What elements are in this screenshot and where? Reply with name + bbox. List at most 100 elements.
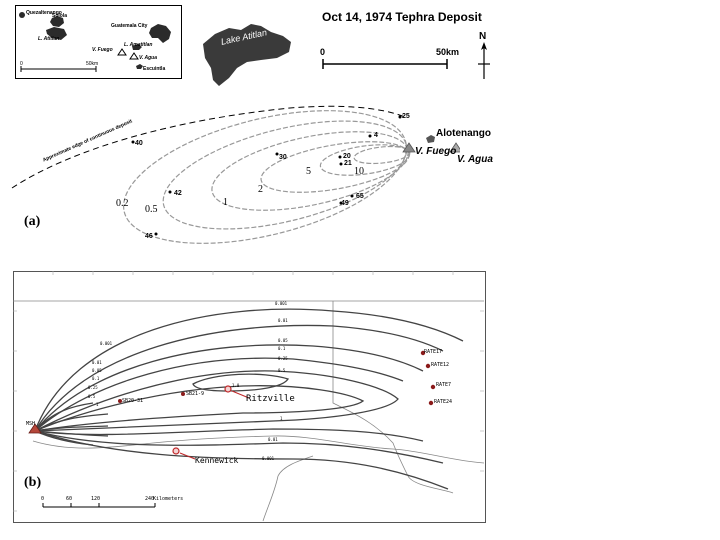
contour-label-8: 0.001 <box>275 301 288 306</box>
sample-point-21 <box>339 162 343 166</box>
contour-upper-4 <box>34 357 404 432</box>
ritzville-arrow <box>231 390 250 399</box>
sample-point-25 <box>398 115 402 119</box>
scale-bar <box>322 59 448 69</box>
station-label-rate17: RATE17 <box>424 349 443 355</box>
sample-point-46 <box>154 232 158 236</box>
escuintla-shape <box>136 64 143 69</box>
station-label-rate7: RATE7 <box>436 382 452 388</box>
scale-tick-240: 240 <box>145 496 155 502</box>
inset-label-amatitlan: L. Amatitlan <box>124 42 153 48</box>
contour-label-11: 0.1 <box>278 346 286 351</box>
isopach-0.2 <box>123 110 407 244</box>
agua-label: V. Agua <box>457 154 493 165</box>
contour-label-10: 0.05 <box>278 338 288 343</box>
isopach-2 <box>260 141 410 193</box>
sample-label-20: 20 <box>343 153 351 160</box>
contour-label-7: 1 <box>96 402 99 407</box>
quezaltenango-marker <box>19 12 25 18</box>
inset-agua-triangle <box>129 52 139 60</box>
scale-50km-label: 50km <box>436 47 460 57</box>
north-label: N <box>479 31 487 42</box>
panel-b-frame <box>13 271 486 523</box>
kennewick-label: Kennewick <box>195 456 239 465</box>
lake-atitlan-shape <box>203 24 291 86</box>
inset-fuego-triangle <box>117 48 127 56</box>
inset-label-quezaltenango: Quezaltenango <box>26 10 62 16</box>
contour-label-14: 1 <box>280 416 283 421</box>
kennewick-arrow <box>179 452 196 460</box>
sample-label-40: 40 <box>135 140 143 147</box>
sample-label-25: 25 <box>402 113 410 120</box>
inset-label-escuintla: Escuintla <box>143 66 166 72</box>
station-dot-rate24 <box>428 400 434 406</box>
contour-label-9: 0.01 <box>278 318 288 323</box>
contour-label-5: 0.25 <box>88 385 98 390</box>
contour-label-2: 0.01 <box>92 360 102 365</box>
contour-label-4: 0.1 <box>92 376 100 381</box>
sample-dot-sb21-9 <box>181 392 185 396</box>
inset-map-svg <box>19 12 171 72</box>
inset-label-guatemala-city: Guatemala City <box>111 23 148 29</box>
fuego-label: V. Fuego <box>415 146 457 157</box>
contour-lower-2 <box>34 430 444 464</box>
scale-zero-label: 0 <box>320 47 326 57</box>
alotenango-marker <box>426 135 435 143</box>
contour-label-1: 0.001 <box>100 341 113 346</box>
isopach-map <box>11 105 460 244</box>
contour-lower-3 <box>34 430 449 490</box>
inset-label-agua: V. Agua <box>139 55 157 61</box>
scale-unit-label: Kilometers <box>153 496 184 502</box>
contour-label-16: 0.01 <box>268 437 278 442</box>
sample-point-49 <box>339 201 343 205</box>
sample-label-sb21-9: SB21-9 <box>186 391 205 397</box>
solola-lake-shape <box>50 16 64 27</box>
sample-point-40 <box>131 140 135 144</box>
isopach-label-0.5: 0.5 <box>145 204 158 215</box>
contour-label-6: 0.5 <box>88 394 96 399</box>
continuous-deposit-edge <box>11 105 406 189</box>
contour-ring-1 <box>34 370 399 432</box>
isopach-label-0.2: 0.2 <box>116 198 129 209</box>
guatemala-city-shape <box>149 24 171 43</box>
sample-point-4 <box>368 134 372 138</box>
kennewick-marker <box>172 447 180 455</box>
contour-upper-3 <box>34 344 424 432</box>
station-dot-rate12 <box>425 363 431 369</box>
lake-atitlan-map <box>203 24 291 86</box>
scale-tick-120: 120 <box>91 496 101 502</box>
sample-label-sb20-31: SB20-31 <box>122 398 144 404</box>
isopach-0.5 <box>162 120 408 230</box>
isopach-label-10: 10 <box>354 166 364 177</box>
contour-ring-inner <box>192 373 289 392</box>
isopach-label-5: 5 <box>306 166 311 177</box>
contour-lower-1 <box>34 428 424 442</box>
state-border-south <box>262 455 314 522</box>
sample-dot-sb20-31 <box>118 399 122 403</box>
station-dot-rate17 <box>420 350 426 356</box>
panel-b-label: (b) <box>24 475 42 490</box>
inset-map: Quezaltenango Solola L. Atitlan Guatemal… <box>15 5 182 79</box>
isopach-label-2: 2 <box>258 184 263 195</box>
sample-point-20 <box>338 155 342 159</box>
fuego-volcano-icon <box>402 142 416 153</box>
contour-label-ring: 1.0 <box>232 383 240 388</box>
panel-a-label: (a) <box>24 214 41 229</box>
sample-point-30 <box>275 152 279 156</box>
ritzville-marker <box>224 385 232 393</box>
contour-ring-2 <box>34 385 365 432</box>
figure-title: Oct 14, 1974 Tephra Deposit <box>322 10 482 24</box>
sample-label-46: 46 <box>145 233 153 240</box>
deposit-map-svg <box>13 271 485 522</box>
sample-label-21: 21 <box>344 160 352 167</box>
state-border-or-wa <box>32 435 485 464</box>
contour-label-13: 0.5 <box>278 368 286 373</box>
amatitlan-shape <box>132 44 142 50</box>
contour-label-17: 0.001 <box>262 456 275 461</box>
msh-label: MSH <box>26 421 36 427</box>
sample-point-65 <box>350 194 354 198</box>
isopach-label-1: 1 <box>223 197 228 208</box>
sample-label-4: 4 <box>374 132 378 139</box>
sample-point-42 <box>168 190 172 194</box>
station-dot-rate7 <box>430 384 436 390</box>
